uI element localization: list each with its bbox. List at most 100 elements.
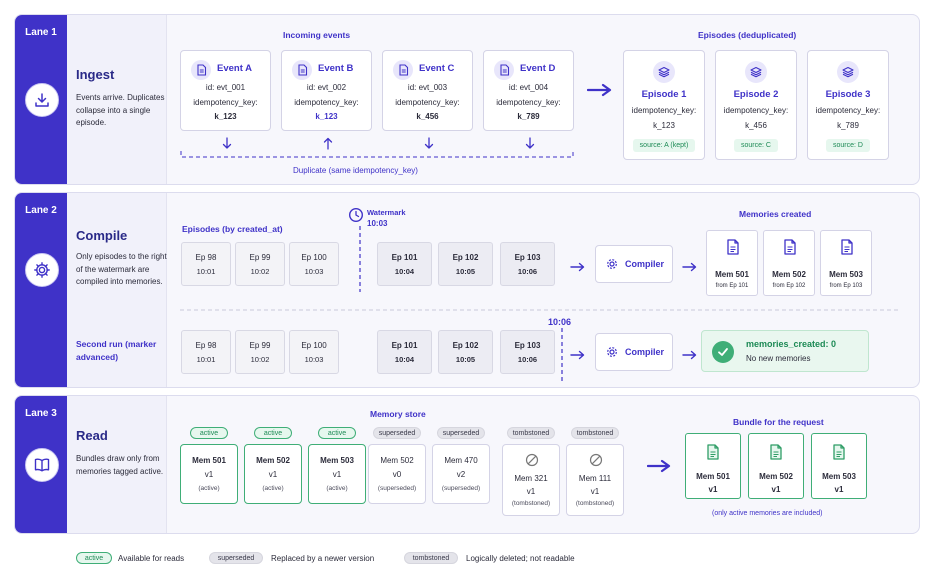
download-icon [25,83,59,117]
memory-name: Mem 111 [578,474,612,483]
arrow-down-icon [525,137,535,155]
memory-name: Mem 501 [192,456,226,465]
legend-badge: tombstoned [404,552,458,564]
memory-name: Mem 502 [772,270,806,279]
episode-tile-name: Ep 99 [249,253,271,262]
event-key-value: k_123 [214,112,237,121]
memory-store-card: Mem 502 v0 (superseded) [368,444,426,504]
episode-title: Episode 3 [825,89,871,100]
legend-text: Replaced by a newer version [271,554,375,563]
memory-source: from Ep 103 [829,283,863,289]
episode-tile: Ep 98 10:01 [181,242,231,286]
arrow-right-icon [682,347,697,365]
memory-version: v1 [332,470,342,479]
lane-title: Read [76,428,108,443]
source-badge: source: A (kept) [633,139,695,152]
memory-store-card: Mem 502 v1 (active) [244,444,302,504]
memory-name: Mem 470 [444,456,478,465]
episode-key-label: idempotency_key: [815,106,881,115]
episode-tile: Ep 102 10:05 [438,242,493,286]
document-icon [393,60,413,80]
document-icon [769,444,783,465]
watermark-label: Watermark [367,208,406,217]
duplicate-note: Duplicate (same idempotency_key) [293,166,418,175]
episode-tile: Ep 101 10:04 [377,242,432,286]
episode-key-label: idempotency_key: [631,106,697,115]
source-badge: source: C [734,139,778,152]
episode-card: Episode 1 idempotency_key: k_123 source: A … [623,50,705,160]
episode-tile: Ep 100 10:03 [289,330,339,374]
episode-tile-name: Ep 100 [301,253,327,262]
memory-version: v1 [771,485,781,494]
event-title: Event B [318,63,354,74]
status-badge: active [318,427,356,439]
memory-name: Mem 501 [715,270,749,279]
document-icon [191,60,211,80]
lane-description: Only episodes to the right of the waterm… [76,252,167,286]
ingest-arrow [587,83,612,97]
episodes-by-created-label: Episodes (by created_at) [182,224,283,234]
event-card: Event B id: evt_002 idempotency_key: k_123 [281,50,372,131]
event-title: Event C [419,63,455,74]
prohibited-icon [525,453,539,472]
legend-text: Logically deleted; not readable [466,554,575,563]
bundle-label: Bundle for the request [733,417,824,427]
legend-text: Available for reads [118,554,185,563]
episode-tile-time: 10:05 [455,267,476,276]
episode-title: Episode 1 [641,89,687,100]
lane-description: Events arrive. Duplicates collapse into … [76,93,165,127]
memory-status: (active) [262,485,284,492]
arrow-up-icon [323,137,333,155]
lane-tag-label: Lane 1 [25,27,57,38]
event-key-label: idempotency_key: [294,98,359,107]
episode-tile-name: Ep 99 [249,341,271,350]
lane-sidebar: Lane 3 [15,396,167,533]
episode-tile-time: 10:06 [517,355,538,364]
lane-tag-label: Lane 2 [25,205,57,216]
memory-card: Mem 501 from Ep 101 [706,230,758,296]
episode-tile-time: 10:01 [196,355,216,364]
episode-tile: Ep 103 10:06 [500,330,555,374]
episode-tile-name: Ep 98 [195,253,217,262]
bundle-note: (only active memories are included) [712,510,823,517]
legend-badge: superseded [209,552,263,564]
compiler-box: Compiler [595,333,673,371]
episode-tile-time: 10:05 [455,355,476,364]
episode-tile-name: Ep 102 [452,253,479,262]
memory-store-card: Mem 503 v1 (active) [308,444,366,504]
memory-card: Mem 503 from Ep 103 [820,230,872,296]
gear-icon [605,257,619,273]
memory-status: (superseded) [441,485,481,492]
arrow-right-icon [570,259,585,277]
arrow-right-icon [570,347,585,365]
memory-status: (superseded) [377,485,417,492]
legend-badge: active [76,552,112,564]
bundle-memory-card: Mem 501 v1 [685,433,741,499]
episode-tile-time: 10:02 [250,355,270,364]
memory-card: Mem 502 from Ep 102 [763,230,815,296]
memory-store-card: Mem 470 v2 (superseded) [432,444,490,504]
event-key-label: idempotency_key: [395,98,460,107]
gear-icon [605,345,619,361]
second-watermark-line [561,328,563,382]
memory-version: v1 [834,485,844,494]
episode-tile: Ep 99 10:02 [235,242,285,286]
document-icon [726,239,740,260]
compiler-label: Compiler [625,259,665,269]
memory-name: Mem 502 [759,472,793,481]
episode-tile: Ep 103 10:06 [500,242,555,286]
compiler-label: Compiler [625,347,665,357]
episode-key-value: k_456 [745,121,767,130]
episode-tile-name: Ep 101 [391,341,418,350]
memory-status: (active) [326,485,348,492]
lane-title: Ingest [76,67,115,82]
memory-version: v1 [590,487,600,496]
episode-tile: Ep 98 10:01 [181,330,231,374]
episode-key-value: k_789 [837,121,859,130]
check-icon [712,341,734,363]
episode-tile-time: 10:03 [304,267,324,276]
book-icon [25,448,59,482]
episode-tile-time: 10:04 [394,267,415,276]
run-divider [180,309,900,311]
document-icon [832,444,846,465]
